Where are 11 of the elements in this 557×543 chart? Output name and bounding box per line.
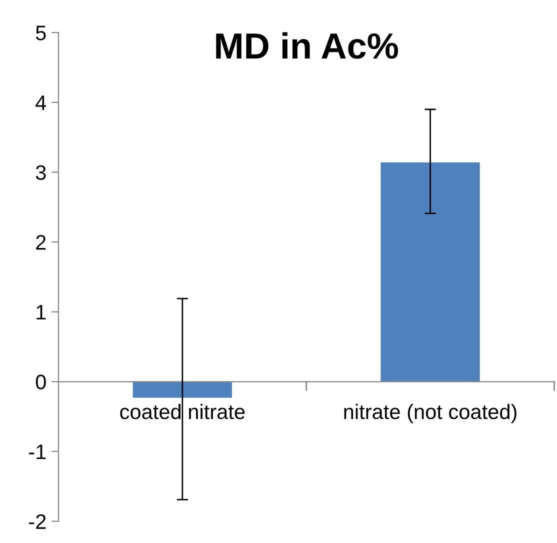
y-tick-label: 2 (36, 235, 46, 250)
y-tick-label: 5 (36, 26, 46, 40)
y-tick-label: -2 (29, 514, 46, 529)
x-tick-label: coated nitrate (120, 404, 245, 420)
x-tick-label: nitrate (not coated) (344, 404, 516, 424)
chart-title: MD in Ac% (216, 32, 398, 59)
y-tick-label: 0 (36, 374, 46, 390)
y-tick-label: -1 (29, 444, 46, 460)
y-tick-label: 4 (36, 96, 46, 110)
y-tick-label: 1 (36, 305, 46, 320)
y-tick-label: 3 (36, 165, 46, 180)
